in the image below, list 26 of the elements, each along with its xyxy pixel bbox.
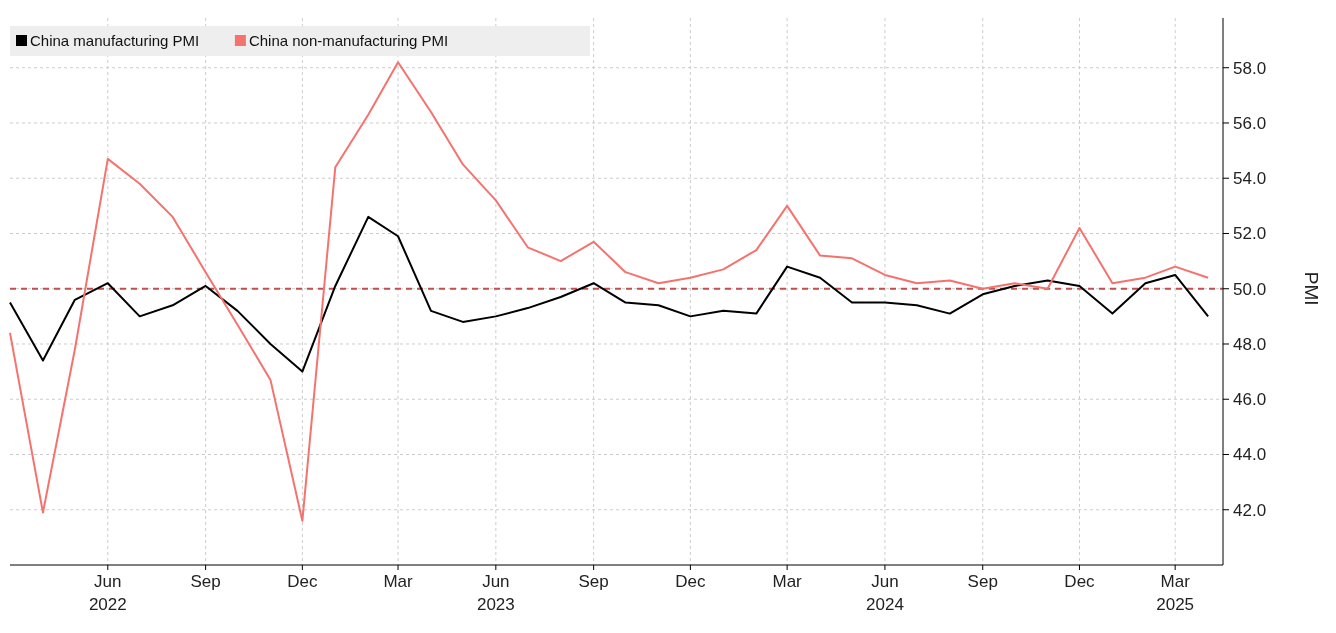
y-tick-label: 54.0 [1233, 169, 1267, 189]
line-series [9, 61, 1210, 522]
y-tick-label: 48.0 [1233, 334, 1267, 354]
y-tick-label: 58.0 [1233, 58, 1267, 78]
y-tick-label: 42.0 [1233, 500, 1267, 520]
y-tick-label: 52.0 [1233, 224, 1267, 244]
x-tick-label: Mar [772, 572, 803, 591]
x-tick-label: Jun 2022 [88, 572, 127, 614]
x-tick-label: Sep [190, 572, 221, 591]
legend-label: China manufacturing PMI [30, 32, 200, 49]
x-tick-label: Sep [578, 572, 609, 591]
y-tick-label: 56.0 [1233, 113, 1267, 133]
line-series [9, 215, 1210, 373]
x-tick-label: Mar 2025 [1156, 572, 1195, 614]
x-tick-label: Jun 2023 [476, 572, 515, 614]
y-axis-title: PMI [1301, 271, 1322, 306]
x-tick-label: Sep [967, 572, 998, 591]
y-tick-label: 46.0 [1233, 390, 1267, 410]
y-tick-label: 44.0 [1233, 445, 1267, 465]
x-tick-label: Mar [383, 572, 414, 591]
x-tick-label: Dec [287, 572, 318, 591]
x-tick-label: Dec [1064, 572, 1096, 591]
legend-label: China non-manufacturing PMI [248, 32, 449, 49]
x-tick-label: Jun 2024 [866, 572, 904, 614]
y-tick-label: 50.0 [1233, 279, 1267, 299]
x-tick-label: Dec [675, 572, 706, 591]
